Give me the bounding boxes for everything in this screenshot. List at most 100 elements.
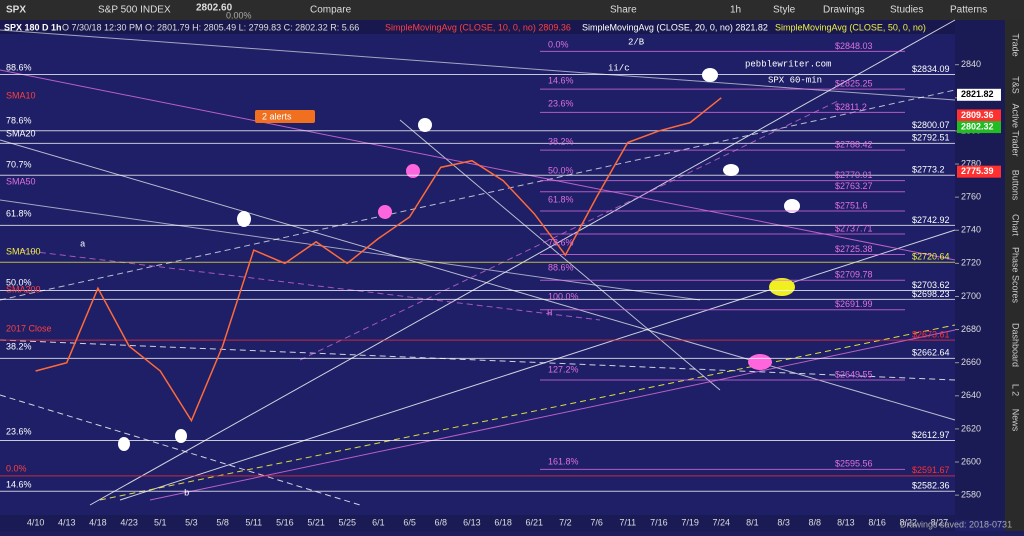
legend-sma10: SimpleMovingAvg (CLOSE, 10, 0, no) 2809.… (385, 22, 571, 32)
level-label: $2698.23 (912, 289, 950, 299)
toolbar (0, 0, 1024, 20)
marker (702, 68, 718, 82)
x-tick-label: 7/24 (712, 517, 730, 527)
annotation: b (184, 488, 189, 498)
sidebar-tab[interactable]: News (1011, 409, 1021, 432)
level-label: $2825.25 (835, 78, 873, 88)
x-tick-label: 4/18 (89, 517, 107, 527)
level-label: $2691.99 (835, 299, 873, 309)
sidebar-tab[interactable]: Phase Scores (1011, 247, 1021, 304)
y-tick-label: 2620 (961, 423, 981, 433)
annotation: 2/B (628, 37, 645, 47)
annotation: ii/c (608, 63, 630, 73)
level-label: $2591.67 (912, 465, 950, 475)
marker (378, 205, 392, 219)
left-label: 61.8% (6, 208, 32, 218)
toolbar-button[interactable]: Patterns (950, 5, 987, 16)
level-label: $2737.71 (835, 223, 873, 233)
x-tick-label: 8/22 (899, 517, 917, 527)
sidebar (1005, 20, 1024, 531)
left-label: 2017 Close (6, 323, 52, 333)
price-axis (955, 20, 1005, 520)
marker (748, 354, 772, 370)
price-tag (957, 109, 1001, 122)
y-tick-label: 2580 (961, 490, 981, 500)
fib-label: 50.0% (548, 165, 574, 175)
price-tag (957, 165, 1001, 178)
fib-label: 0.0% (548, 39, 569, 49)
sidebar-tab[interactable]: Trade (1011, 33, 1021, 56)
y-tick-label: 2740 (961, 225, 981, 235)
legend-header: SPX 180 D 1h (4, 22, 62, 32)
left-label: 70.7% (6, 159, 32, 169)
x-tick-label: 7/2 (559, 517, 572, 527)
x-tick-label: 8/8 (808, 517, 821, 527)
toolbar-button[interactable]: Studies (890, 5, 923, 16)
x-tick-label: 6/18 (494, 517, 512, 527)
price-change: 0.00% (226, 10, 252, 20)
annotation: pebblewriter.com (745, 59, 831, 69)
level-label: $2612.97 (912, 430, 950, 440)
x-tick-label: 5/25 (338, 517, 356, 527)
level-label: $2751.6 (835, 200, 868, 210)
sidebar-tab[interactable]: Buttons (1011, 170, 1021, 201)
legend-bar (0, 20, 1005, 34)
level-label: $2763.27 (835, 181, 873, 191)
marker (418, 118, 432, 132)
marker (723, 164, 739, 176)
left-label: SMA50 (6, 176, 36, 186)
last-price: 2802.60 (196, 3, 233, 14)
x-tick-label: 6/1 (372, 517, 385, 527)
x-tick-label: 5/16 (276, 517, 294, 527)
x-tick-label: 6/21 (525, 517, 543, 527)
symbol: SPX (6, 5, 26, 16)
toolbar-button[interactable]: Share (610, 5, 637, 16)
alert[interactable]: 2 alerts (262, 111, 292, 121)
x-tick-label: 5/3 (185, 517, 198, 527)
left-label: SMA10 (6, 90, 36, 100)
y-tick-label: 2640 (961, 390, 981, 400)
left-label: 78.6% (6, 115, 32, 125)
legend-ohlc: O 7/30/18 12:30 PM O: 2801.79 H: 2805.49… (62, 22, 359, 32)
left-label: 88.6% (6, 62, 32, 72)
level-label: $2649.55 (835, 369, 873, 379)
date-axis (0, 515, 955, 531)
toolbar-button[interactable]: Style (773, 5, 796, 16)
y-tick-label: 2660 (961, 357, 981, 367)
price-tag-label: 2809.36 (961, 110, 994, 120)
level-label: $2725.38 (835, 244, 873, 254)
level-label: $2673.61 (912, 330, 950, 340)
price-tag (957, 88, 1001, 101)
sidebar-tab[interactable]: Dashboard (1011, 323, 1021, 367)
y-tick-label: 2760 (961, 192, 981, 202)
sidebar-tab[interactable]: T&S (1011, 76, 1021, 94)
toolbar-button[interactable]: 1h (730, 5, 741, 16)
x-tick-label: 8/27 (931, 517, 949, 527)
trend-line (0, 89, 956, 301)
x-tick-label: 7/11 (619, 517, 636, 527)
x-tick-label: 8/16 (868, 517, 886, 527)
status: Drawings saved: 2018-0731 (900, 519, 1012, 529)
level-label: $2788.42 (835, 139, 873, 149)
legend-sma50: SimpleMovingAvg (CLOSE, 50, 0, no) (775, 22, 926, 32)
x-tick-label: 6/13 (463, 517, 481, 527)
trend-line (0, 29, 956, 101)
sidebar-tab[interactable]: Chart (1011, 214, 1021, 237)
sidebar-tab[interactable]: Active Trader (1011, 103, 1021, 156)
sidebar-tab[interactable]: L 2 (1011, 384, 1021, 396)
level-label: $2720.64 (912, 252, 950, 262)
x-tick-label: 5/21 (307, 517, 325, 527)
y-tick-label: 2840 (961, 59, 981, 69)
y-tick-label: 2780 (961, 158, 981, 168)
x-tick-label: 4/10 (27, 517, 45, 527)
toolbar-button[interactable]: Compare (310, 5, 352, 16)
level-label: $2595.56 (835, 459, 873, 469)
toolbar-button[interactable]: Drawings (823, 5, 865, 16)
annotation: H (547, 308, 552, 318)
y-tick-label: 2720 (961, 258, 981, 268)
level-label: $2848.03 (835, 41, 873, 51)
x-tick-label: 5/8 (216, 517, 229, 527)
fib-label: 14.6% (548, 75, 574, 85)
